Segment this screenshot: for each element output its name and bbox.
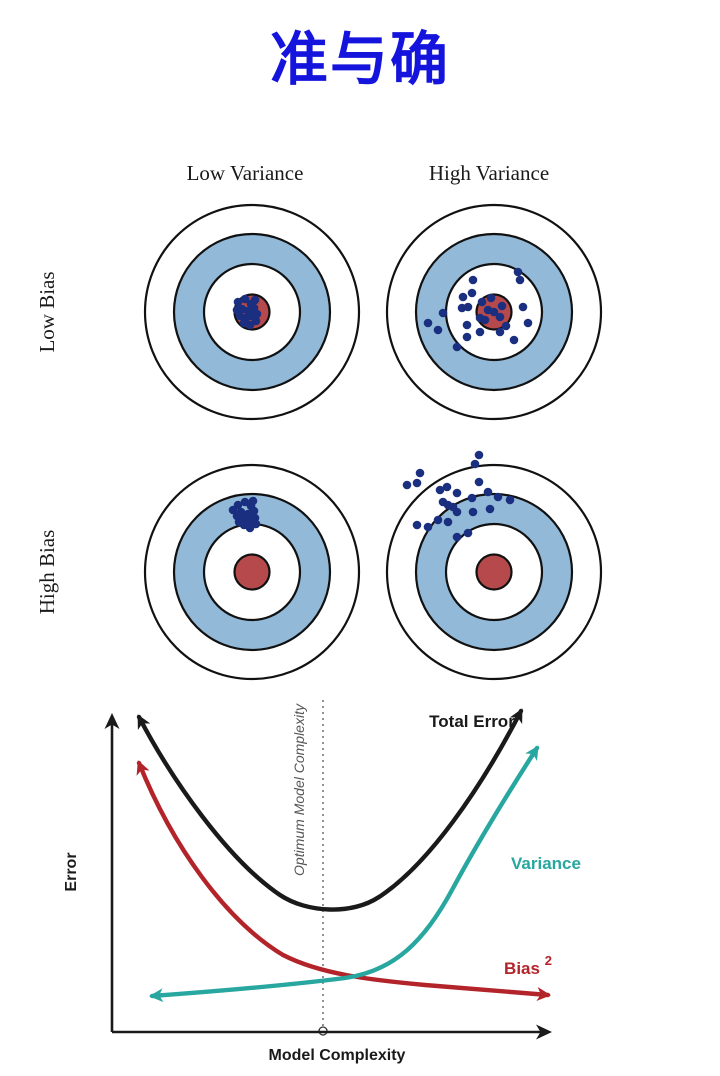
col-label-high-variance: High Variance — [429, 161, 549, 185]
shot-dot — [463, 528, 473, 538]
shot-dot — [462, 320, 472, 330]
shot-dot — [251, 519, 261, 529]
tradeoff-chart: Total Error Variance Bias 2 Error Model … — [63, 700, 581, 1064]
shot-dot — [497, 301, 507, 311]
shot-dot — [228, 505, 238, 515]
y-axis-label: Error — [63, 852, 80, 891]
shot-dot — [423, 522, 433, 532]
shot-dot — [402, 480, 412, 490]
bias-label-superscript: 2 — [545, 953, 552, 968]
shot-dot — [486, 293, 496, 303]
shot-dot — [452, 532, 462, 542]
shot-dot — [252, 309, 262, 319]
shot-dot — [249, 506, 259, 516]
bias-squared-curve — [136, 760, 551, 1001]
target-low-bias-high-variance — [385, 203, 603, 421]
shot-dot — [513, 267, 523, 277]
shot-dot — [467, 493, 477, 503]
shot-dot — [474, 477, 484, 487]
col-label-low-variance: Low Variance — [187, 161, 304, 185]
shot-dot — [435, 485, 445, 495]
shot-dot — [474, 450, 484, 460]
shot-dot — [477, 297, 487, 307]
shot-dot — [468, 507, 478, 517]
bias-squared-label: Bias 2 — [504, 953, 552, 978]
shot-dot — [495, 327, 505, 337]
bullseye — [233, 553, 271, 591]
shot-dot — [483, 487, 493, 497]
shot-dot — [251, 316, 261, 326]
target-high-bias-low-variance — [143, 463, 361, 681]
shot-dot — [463, 302, 473, 312]
shot-dot — [442, 482, 452, 492]
shot-dot — [475, 327, 485, 337]
row-label-low-bias: Low Bias — [35, 271, 59, 352]
shot-dot — [240, 294, 250, 304]
shot-dot — [509, 335, 519, 345]
optimum-annotation: Optimum Model Complexity — [291, 703, 307, 876]
shot-dot — [248, 496, 258, 506]
shot-dot — [412, 520, 422, 530]
shot-dot — [412, 478, 422, 488]
shot-dot — [468, 275, 478, 285]
shot-dot — [443, 517, 453, 527]
target-high-bias-high-variance — [385, 450, 603, 681]
row-label-high-bias: High Bias — [35, 530, 59, 615]
shot-dot — [480, 315, 490, 325]
target-low-bias-low-variance — [143, 203, 361, 421]
variance-label: Variance — [511, 854, 581, 873]
page-title: 准与确 — [269, 27, 450, 92]
total-error-curve — [136, 708, 524, 912]
shot-dot — [515, 275, 525, 285]
bullseye — [475, 553, 513, 591]
shot-dot — [415, 468, 425, 478]
shot-dot — [523, 318, 533, 328]
shot-dot — [423, 318, 433, 328]
shot-dot — [250, 295, 260, 305]
x-axis-label: Model Complexity — [269, 1047, 406, 1064]
shot-dot — [470, 459, 480, 469]
shot-dot — [467, 288, 477, 298]
shot-dot — [505, 495, 515, 505]
shot-dot — [518, 302, 528, 312]
shot-dot — [232, 305, 242, 315]
shot-dot — [495, 312, 505, 322]
shot-dot — [462, 332, 472, 342]
variance-curve — [149, 745, 540, 1003]
shot-dot — [489, 307, 499, 317]
shot-dot — [452, 488, 462, 498]
shot-dot — [233, 297, 243, 307]
bias-label-base: Bias — [504, 959, 540, 978]
targets-layer — [143, 203, 603, 681]
shot-dot — [452, 342, 462, 352]
total-error-label: Total Error — [429, 712, 515, 731]
shot-dot — [438, 308, 448, 318]
shot-dot — [458, 292, 468, 302]
shot-dot — [433, 515, 443, 525]
shot-dot — [433, 325, 443, 335]
shot-dot — [234, 517, 244, 527]
shot-dot — [485, 504, 495, 514]
shot-dot — [493, 492, 503, 502]
shot-dot — [452, 507, 462, 517]
shot-dot — [501, 321, 511, 331]
